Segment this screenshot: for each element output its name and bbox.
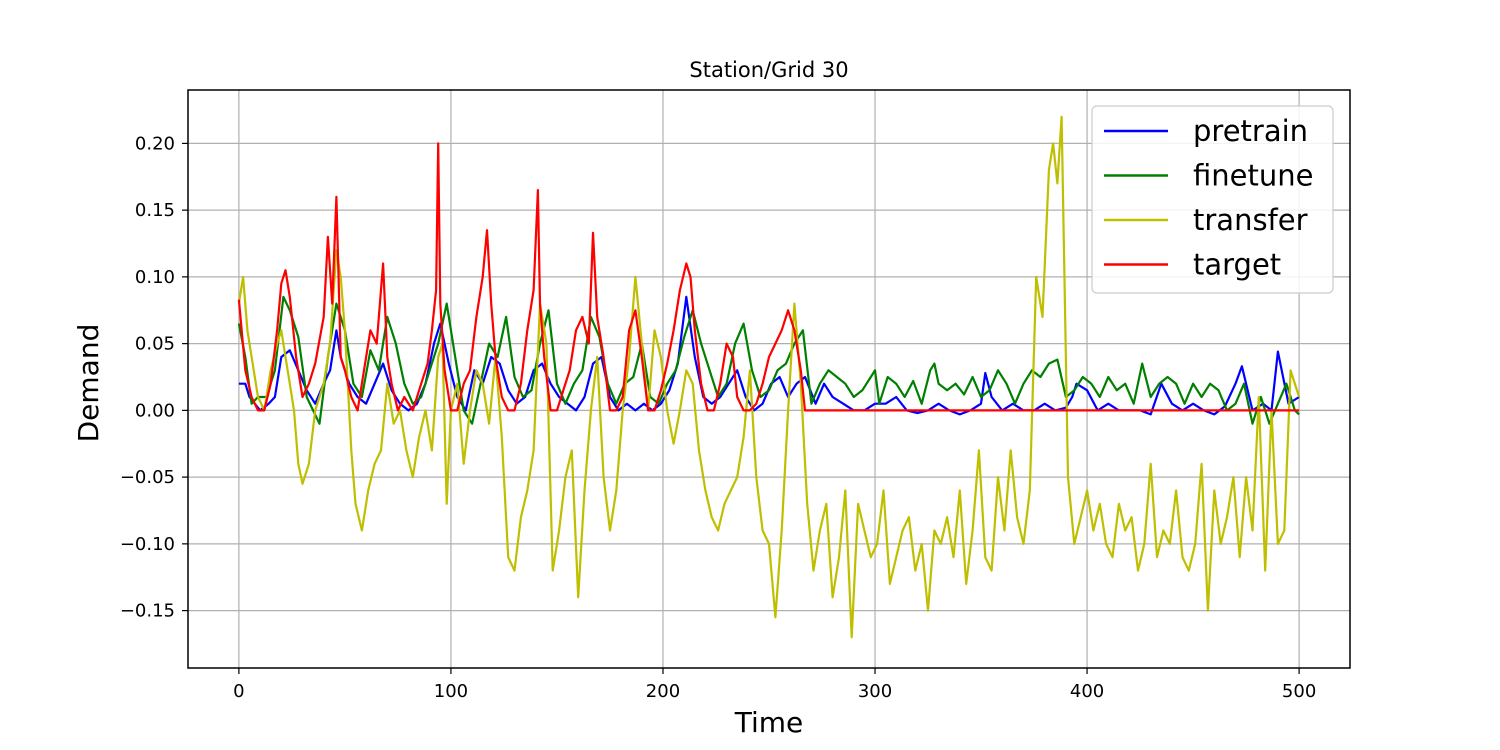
legend-label-target: target: [1193, 248, 1281, 282]
plot-frame: [187, 89, 1351, 669]
y-tick-label: 0.00: [135, 400, 175, 421]
series-line-transfer: [237, 115, 1301, 639]
legend-label-finetune: finetune: [1193, 159, 1313, 193]
x-axis-label: Time: [734, 706, 804, 739]
legend-box: [1091, 105, 1334, 294]
y-tick-label: −0.10: [120, 534, 175, 555]
series-line-finetune: [237, 295, 1300, 425]
legend-label-pretrain: pretrain: [1193, 114, 1308, 148]
series-line-target: [237, 142, 1300, 412]
x-tick-label: 0: [233, 681, 244, 702]
x-tick-label: 500: [1282, 681, 1316, 702]
series-lines: [237, 115, 1301, 639]
y-tick-label: 0.05: [135, 334, 175, 355]
y-tick-label: −0.05: [120, 467, 175, 488]
legend: pretrain finetune transfer target: [1091, 105, 1334, 294]
y-axis-label: Demand: [72, 324, 105, 443]
y-tick-label: −0.15: [120, 601, 175, 622]
x-tick-label: 100: [434, 681, 468, 702]
legend-label-transfer: transfer: [1193, 203, 1308, 237]
chart-title: Station/Grid 30: [689, 58, 848, 82]
x-tick-label: 200: [646, 681, 680, 702]
y-tick-label: 0.20: [135, 133, 175, 154]
y-tick-label: 0.10: [135, 267, 175, 288]
axis-ticks: 0 100 200 300 400 500 −0.15 −0.10 −0.05 0.00 0.05 0…: [120, 133, 1316, 702]
y-tick-label: 0.15: [135, 200, 175, 221]
x-tick-label: 400: [1070, 681, 1104, 702]
series-line-pretrain: [238, 295, 1300, 416]
x-tick-label: 300: [858, 681, 892, 702]
